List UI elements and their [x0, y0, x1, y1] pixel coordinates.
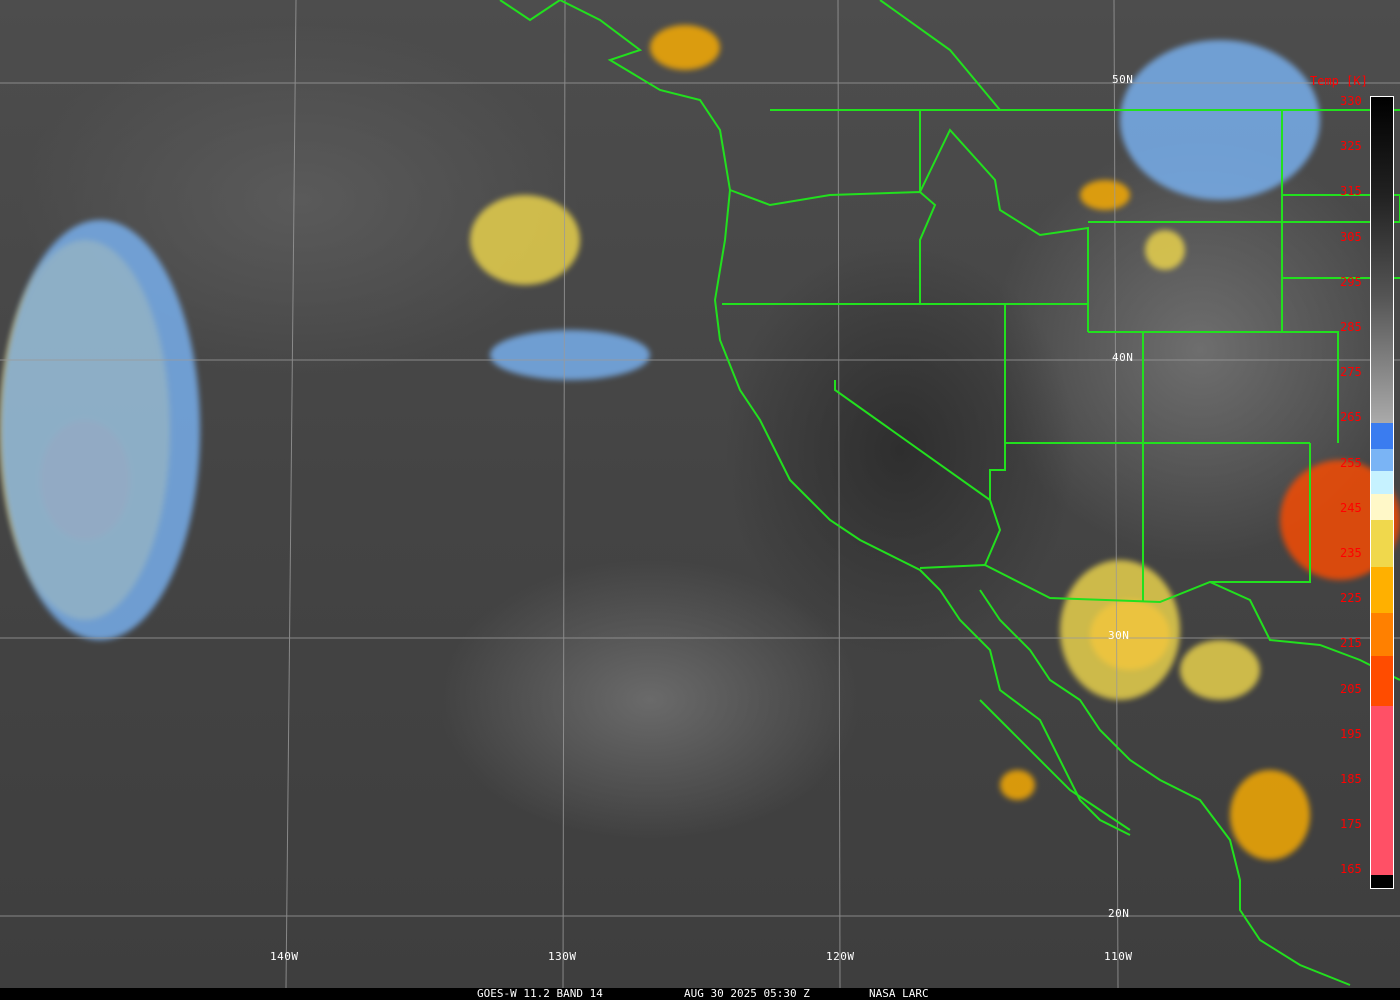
- colorbar-title: Temp [K]: [1310, 74, 1368, 88]
- colorbar-label: 255: [1340, 455, 1362, 470]
- cloud-top: [1230, 770, 1310, 860]
- grid-line-130w: [562, 0, 566, 989]
- colorbar-label: 275: [1340, 365, 1362, 380]
- boundaries: [499, 0, 1400, 986]
- cloud-top: [1080, 180, 1130, 210]
- temperature-colorbar: [1370, 96, 1394, 889]
- lat-label-50n: 50N: [1112, 73, 1134, 86]
- state-ut-co: [1088, 331, 1339, 443]
- us-mexico-border: [919, 563, 1400, 681]
- cloud-top: [0, 220, 200, 640]
- colorbar-label: 295: [1340, 274, 1362, 289]
- caption-source: NASA LARC: [869, 987, 929, 1000]
- colorbar-label: 195: [1340, 726, 1362, 741]
- caption-satellite: GOES-W 11.2 BAND 14: [477, 987, 603, 1000]
- cloud-top: [1120, 40, 1320, 200]
- colorbar-label: 325: [1340, 139, 1362, 154]
- lon-label-110w: 110W: [1104, 950, 1133, 963]
- colorbar-label: 165: [1340, 862, 1362, 877]
- state-nv-ut: [989, 304, 1006, 500]
- grid-line-140w: [285, 0, 297, 989]
- cloud-top: [490, 330, 650, 380]
- state-ca-nv: [834, 380, 1002, 566]
- colorbar-label: 330: [1340, 94, 1362, 108]
- state-id-mt: [919, 110, 1089, 332]
- colorbar-label: 305: [1340, 229, 1362, 244]
- lon-label-120w: 120W: [826, 950, 855, 963]
- colorbar-label: 185: [1340, 772, 1362, 786]
- coastline-baja-gulf: [979, 589, 1351, 986]
- lat-label-30n: 30N: [1108, 629, 1130, 642]
- cloud-top: [1145, 230, 1185, 270]
- colorbar-label: 225: [1340, 591, 1362, 606]
- colorbar-label: 205: [1340, 681, 1362, 696]
- colorbar-label: 285: [1340, 320, 1362, 334]
- lat-label-40n: 40N: [1112, 351, 1134, 364]
- caption-datetime: AUG 30 2025 05:30 Z: [684, 987, 810, 1000]
- image-caption: GOES-W 11.2 BAND 14 AUG 30 2025 05:30 Z …: [0, 988, 1400, 1000]
- coastline-baja-west: [979, 699, 1131, 831]
- state-mt-nd: [1281, 110, 1400, 223]
- colorbar-label: 175: [1340, 817, 1362, 832]
- cloud-top: [1000, 770, 1035, 800]
- grid-line-110w: [1113, 0, 1119, 989]
- lon-label-140w: 140W: [270, 950, 299, 963]
- lat-label-20n: 20N: [1108, 907, 1130, 920]
- state-nm-tx: [1210, 443, 1311, 583]
- cloud-top: [650, 25, 720, 70]
- lon-label-130w: 130W: [548, 950, 577, 963]
- colorbar-label: 265: [1340, 410, 1362, 425]
- colorbar-label: 315: [1340, 184, 1362, 199]
- cloud-top: [1180, 640, 1260, 700]
- state-wa-or: [729, 189, 937, 304]
- colorbar-label: 215: [1340, 636, 1362, 651]
- colorbar-label: 235: [1340, 546, 1362, 560]
- grid-line-120w: [837, 0, 841, 989]
- cloud-top: [470, 195, 580, 285]
- state-bc-ab: [879, 0, 1001, 111]
- state-wy: [1088, 221, 1283, 332]
- coastline-west: [499, 0, 1131, 836]
- cloud-top: [1060, 560, 1180, 700]
- colorbar-label: 245: [1340, 500, 1362, 515]
